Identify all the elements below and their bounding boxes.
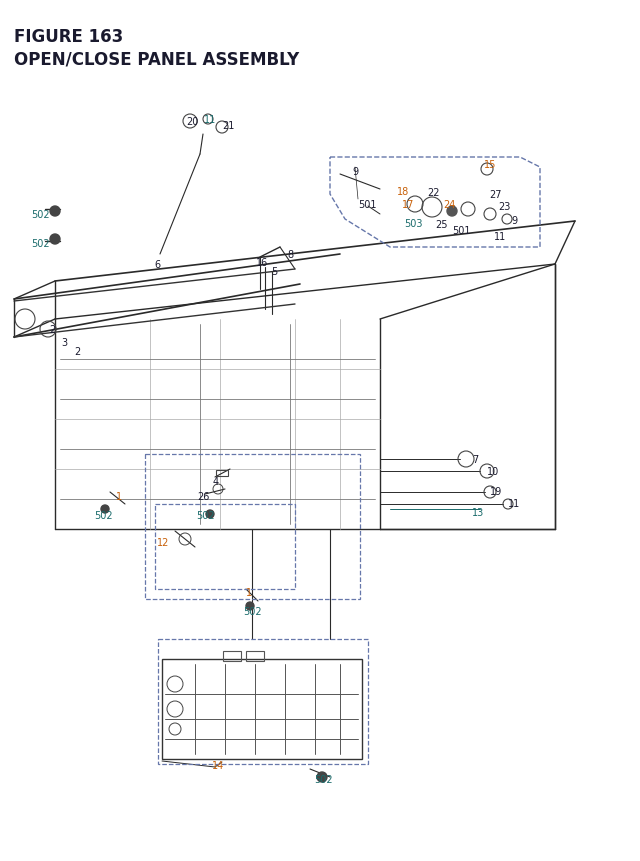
Text: 7: 7 [472,455,478,464]
Text: 501: 501 [452,226,470,236]
Bar [158,639,368,764]
Text: 501: 501 [358,200,376,210]
Text: 502: 502 [243,606,261,616]
Text: 23: 23 [498,201,510,212]
Text: 502: 502 [31,210,49,220]
Text: 10: 10 [487,467,499,476]
Text: 8: 8 [287,250,293,260]
Text: 12: 12 [157,537,169,548]
Text: 25: 25 [435,220,447,230]
Bar [145,455,360,599]
Text: 6: 6 [154,260,160,269]
Text: 1: 1 [116,492,122,501]
Text: 22: 22 [427,188,439,198]
Text: 11: 11 [204,115,216,125]
Bar [155,505,295,589]
Bar [223,651,241,661]
Text: 24: 24 [443,200,455,210]
Circle shape [101,505,109,513]
Text: 3: 3 [61,338,67,348]
Circle shape [317,772,327,782]
Text: 18: 18 [397,187,409,197]
Text: 21: 21 [222,121,234,131]
Bar [246,651,264,661]
Circle shape [50,207,60,217]
Circle shape [447,207,457,217]
Text: 11: 11 [508,499,520,508]
Text: 15: 15 [484,160,496,170]
Text: 14: 14 [212,760,224,770]
Text: 27: 27 [489,189,501,200]
Text: 16: 16 [256,257,268,268]
Text: 9: 9 [511,216,517,226]
Bar [162,660,362,759]
Bar [216,470,228,476]
Text: 502: 502 [31,238,49,249]
Text: 2: 2 [74,347,80,356]
Text: FIGURE 163: FIGURE 163 [14,28,124,46]
Text: 17: 17 [402,200,414,210]
Text: 9: 9 [352,167,358,177]
Text: 4: 4 [213,476,219,486]
Text: 502: 502 [196,511,214,520]
Text: 26: 26 [197,492,209,501]
Circle shape [50,235,60,245]
Text: 1: 1 [246,587,252,598]
Text: 502: 502 [93,511,112,520]
Text: 11: 11 [494,232,506,242]
Text: OPEN/CLOSE PANEL ASSEMBLY: OPEN/CLOSE PANEL ASSEMBLY [14,50,300,68]
Text: 19: 19 [490,486,502,497]
Circle shape [206,511,214,518]
Circle shape [246,603,254,610]
Text: 5: 5 [271,267,277,276]
Text: 20: 20 [186,117,198,127]
Text: 503: 503 [404,219,422,229]
Text: 2: 2 [49,325,55,335]
Text: 502: 502 [314,774,332,784]
Text: 13: 13 [472,507,484,517]
